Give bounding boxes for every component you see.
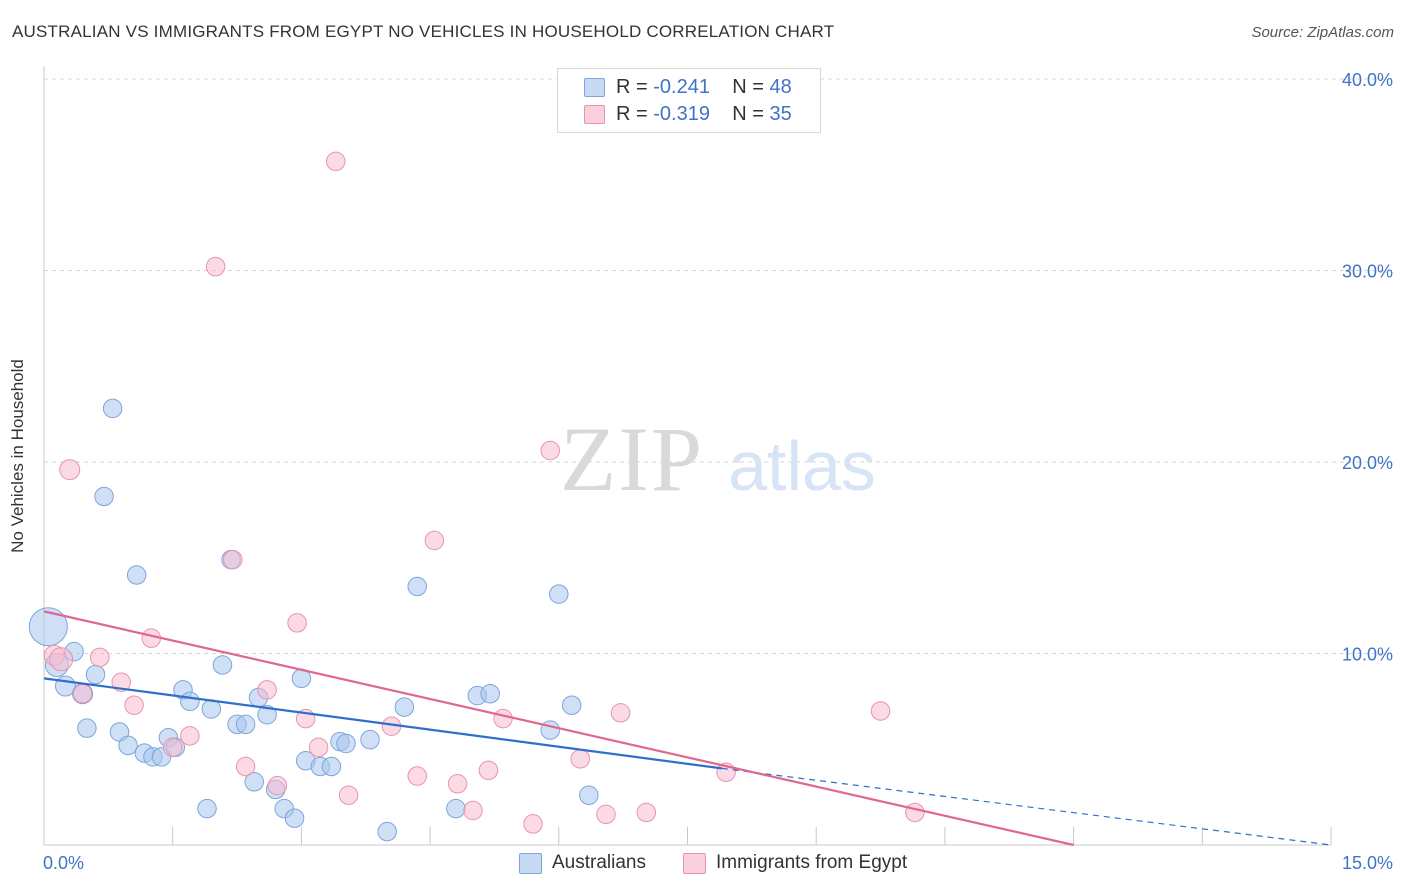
point-egypt	[636, 802, 657, 823]
point-egypt	[478, 760, 499, 781]
point-egypt	[124, 695, 144, 715]
point-australians	[126, 565, 147, 585]
point-egypt	[596, 804, 616, 825]
point-australians	[579, 785, 599, 805]
y-tick-label: 30.0%	[1342, 262, 1393, 282]
point-australians	[85, 664, 106, 685]
point-egypt	[205, 256, 226, 277]
point-egypt	[287, 613, 307, 633]
point-australians	[321, 756, 342, 777]
point-australians	[284, 808, 305, 828]
point-australians	[407, 576, 427, 597]
point-australians	[244, 772, 264, 792]
point-australians	[446, 798, 466, 819]
point-egypt	[463, 800, 483, 821]
point-australians	[377, 821, 397, 842]
y-tick-label: 20.0%	[1342, 453, 1393, 473]
point-egypt	[90, 647, 110, 668]
axes	[43, 66, 1332, 846]
point-australians	[212, 655, 233, 675]
point-egypt	[223, 549, 243, 570]
trend-lines	[43, 610, 1332, 847]
point-egypt	[447, 773, 468, 794]
legend-n-value: 35	[769, 103, 792, 125]
point-egypt	[111, 672, 131, 692]
chart-title: AUSTRALIAN VS IMMIGRANTS FROM EGYPT NO V…	[12, 22, 835, 41]
point-egypt	[905, 802, 925, 823]
point-australians	[235, 714, 256, 735]
point-egypt	[870, 701, 891, 721]
point-egypt	[325, 151, 346, 172]
bottom-legend-label: Australians	[552, 852, 646, 873]
point-australians	[180, 691, 200, 712]
point-egypt	[308, 737, 329, 758]
tick-labels: 10.0% 20.0% 30.0% 40.0% 0.0% 15.0%	[43, 70, 1393, 873]
point-egypt	[257, 680, 277, 700]
point-australians	[360, 729, 380, 750]
y-tick-label: 10.0%	[1342, 645, 1393, 665]
point-australians	[480, 683, 500, 704]
x-tick-label: 0.0%	[43, 853, 84, 873]
point-egypt	[338, 785, 359, 805]
point-egypt	[407, 766, 427, 786]
legend-text: R = -0.241 N = 48	[616, 76, 792, 99]
point-australians	[118, 735, 138, 756]
trend-australians-extension	[721, 767, 1332, 846]
point-egypt	[180, 726, 200, 746]
point-australians	[197, 798, 217, 819]
series-egypt	[43, 151, 925, 834]
source-label: Source: ZipAtlas.com	[1251, 24, 1394, 41]
legend-r-label: R =	[616, 103, 654, 125]
legend-n-label: N =	[732, 103, 770, 125]
point-australians	[394, 697, 415, 717]
point-australians	[94, 486, 114, 507]
point-egypt	[493, 708, 513, 729]
point-australians	[540, 720, 560, 740]
point-egypt	[610, 703, 631, 723]
y-tick-label: 40.0%	[1342, 70, 1393, 90]
point-australians	[561, 695, 582, 715]
point-australians	[102, 398, 123, 419]
x-tick-label: 15.0%	[1342, 853, 1393, 873]
point-egypt	[523, 814, 543, 834]
legend-text: R = -0.319 N = 35	[616, 103, 792, 126]
grid-lines	[44, 78, 1393, 654]
bottom-legend-swatch	[519, 853, 542, 874]
point-egypt	[235, 756, 256, 777]
point-australians	[336, 733, 356, 754]
legend-swatch-egypt	[584, 105, 605, 124]
bottom-legend-label: Immigrants from Egypt	[716, 852, 908, 873]
point-egypt	[540, 440, 560, 461]
legend-r-value: -0.241	[653, 76, 710, 98]
point-egypt	[59, 459, 81, 481]
point-australians	[77, 718, 97, 738]
point-egypt	[424, 530, 445, 551]
legend-n-value: 48	[769, 76, 792, 98]
point-egypt	[49, 647, 74, 672]
point-australians	[257, 705, 277, 725]
legend-swatch-australians	[584, 78, 605, 97]
trend-egypt	[43, 610, 1074, 847]
watermark: ZIP atlas	[560, 408, 876, 510]
correlation-legend: R = -0.241 N = 48 R = -0.319 N = 35	[557, 68, 821, 133]
legend-r-label: R =	[616, 76, 654, 98]
legend-n-label: N =	[732, 76, 770, 98]
point-australians	[28, 607, 68, 647]
series-australians	[28, 398, 599, 842]
point-egypt	[162, 737, 183, 758]
watermark-zip: ZIP	[560, 408, 704, 510]
y-axis-label: No Vehicles in Household	[8, 359, 27, 553]
bottom-legend-swatch	[683, 853, 706, 874]
point-australians	[549, 584, 569, 604]
point-egypt	[267, 775, 288, 796]
trend-australians	[43, 677, 722, 770]
legend-r-value: -0.319	[653, 103, 710, 125]
point-egypt	[570, 749, 590, 769]
watermark-atlas: atlas	[728, 427, 876, 505]
point-egypt	[72, 683, 93, 704]
